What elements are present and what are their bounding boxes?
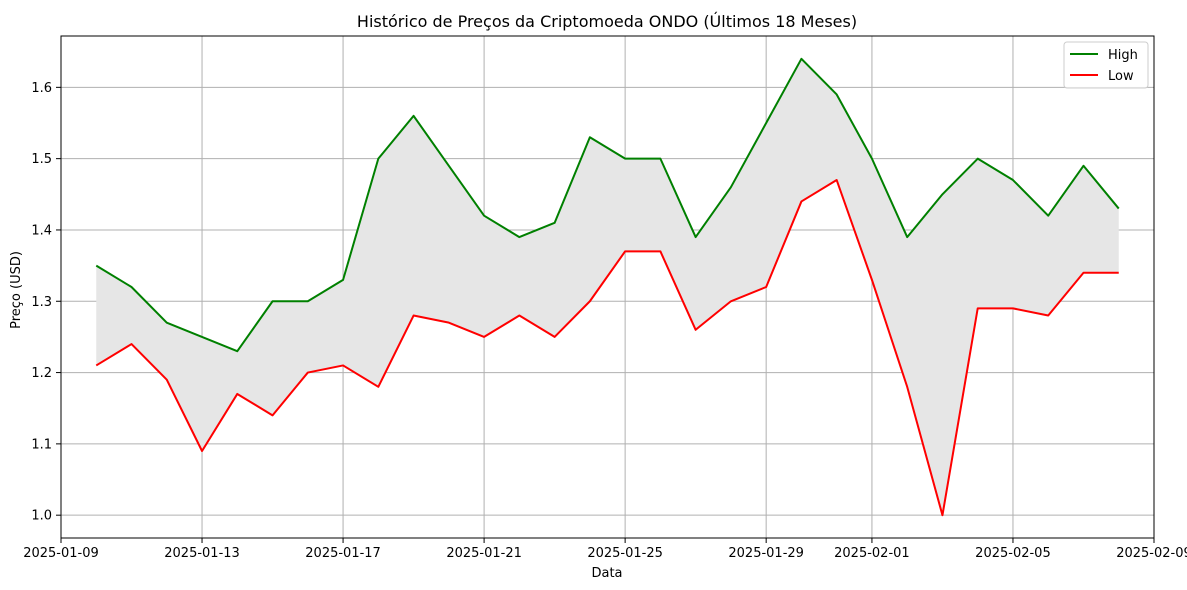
x-tick-label: 2025-02-01 bbox=[834, 546, 910, 561]
x-axis-ticks: 2025-01-09 2025-01-13 2025-01-17 2025-01-21… bbox=[23, 538, 1187, 561]
y-axis-title: Preço (USD) bbox=[9, 251, 24, 329]
y-tick-label: 1.1 bbox=[31, 437, 52, 452]
x-tick-label: 2025-01-09 bbox=[23, 546, 99, 561]
x-tick-label: 2025-01-21 bbox=[446, 546, 522, 561]
x-tick-label: 2025-01-25 bbox=[587, 546, 663, 561]
y-tick-label: 1.5 bbox=[31, 152, 52, 167]
chart-title: Histórico de Preços da Criptomoeda ONDO … bbox=[357, 12, 857, 31]
series-line-low bbox=[95, 179, 1119, 517]
series-lines bbox=[95, 57, 1120, 517]
x-axis-title: Data bbox=[591, 566, 622, 581]
y-tick-label: 1.4 bbox=[31, 223, 52, 238]
y-tick-label: 1.3 bbox=[31, 295, 52, 310]
x-tick-label: 2025-02-09 bbox=[1116, 546, 1187, 561]
y-tick-label: 1.0 bbox=[31, 509, 52, 524]
x-tick-label: 2025-02-05 bbox=[975, 546, 1051, 561]
x-tick-label: 2025-01-29 bbox=[728, 546, 804, 561]
x-tick-label: 2025-01-13 bbox=[164, 546, 240, 561]
legend: High Low bbox=[1063, 41, 1149, 89]
series-line-high bbox=[95, 57, 1120, 353]
high-low-fill bbox=[96, 58, 1119, 516]
legend-label-low: Low bbox=[1108, 69, 1134, 84]
y-axis-ticks: 1.0 1.1 1.2 1.3 1.4 1.5 1.6 bbox=[31, 81, 61, 524]
y-tick-label: 1.2 bbox=[31, 366, 52, 381]
plot-frame bbox=[60, 35, 1155, 539]
fill-area bbox=[96, 58, 1119, 516]
y-tick-label: 1.6 bbox=[31, 81, 52, 96]
x-tick-label: 2025-01-17 bbox=[305, 546, 381, 561]
legend-label-high: High bbox=[1108, 48, 1138, 63]
